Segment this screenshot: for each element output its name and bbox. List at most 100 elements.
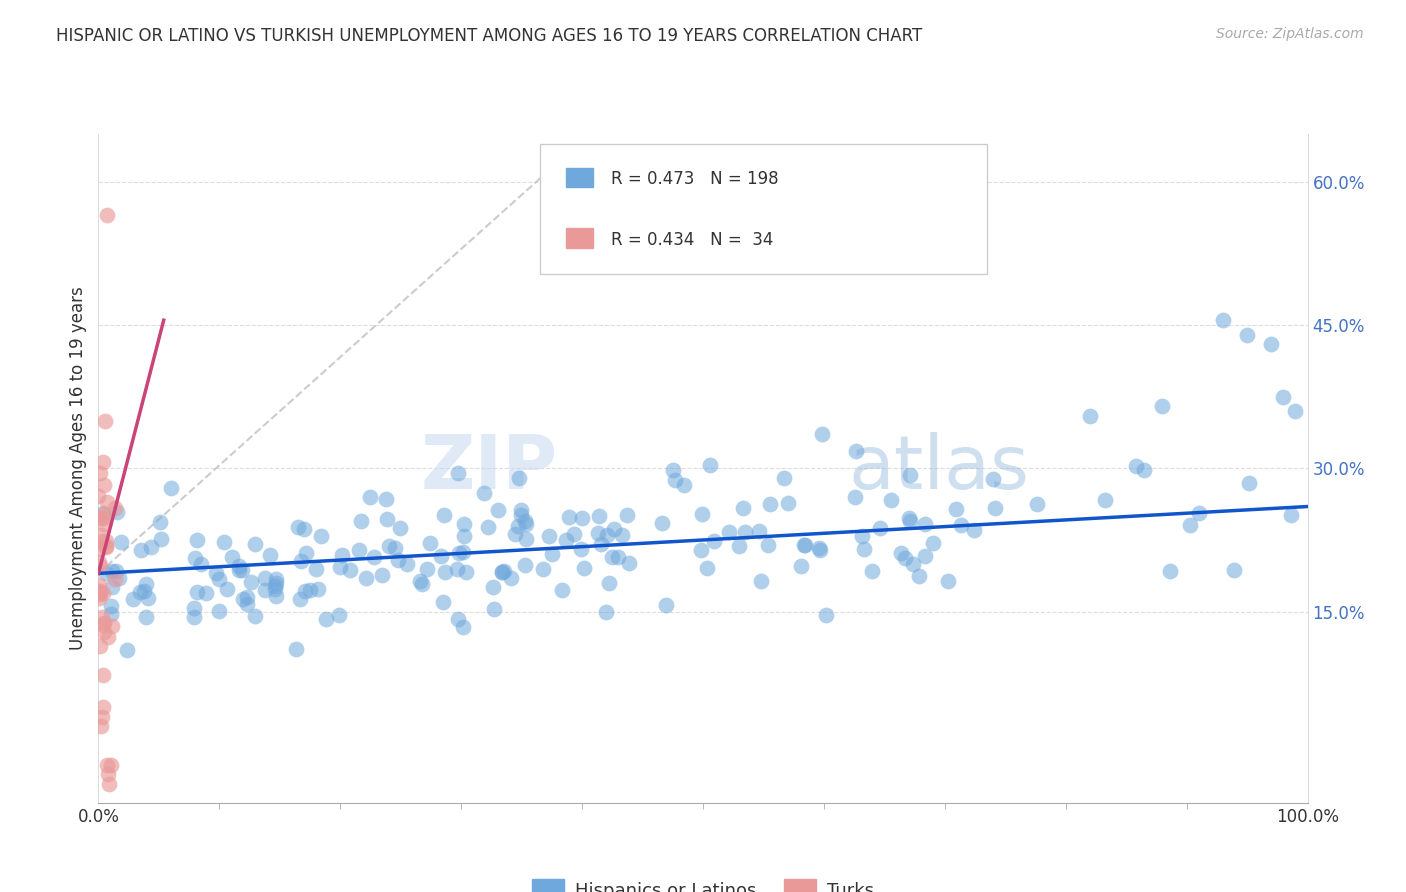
- Point: [332, 548, 354, 562]
- Point: [555, 533, 578, 547]
- Point: [607, 550, 630, 565]
- Point: [374, 492, 396, 507]
- Point: [215, 582, 238, 596]
- Point: [451, 620, 474, 634]
- Point: [96, 757, 118, 772]
- Point: [228, 563, 250, 577]
- Text: R = 0.473   N = 198: R = 0.473 N = 198: [612, 170, 779, 188]
- Point: [773, 471, 796, 485]
- Point: [595, 605, 617, 619]
- Point: [898, 468, 921, 483]
- Point: [384, 541, 406, 555]
- Point: [447, 467, 470, 481]
- Point: [808, 543, 831, 558]
- Point: [718, 524, 741, 539]
- Point: [571, 510, 593, 524]
- Point: [129, 543, 152, 558]
- Point: [731, 500, 754, 515]
- Point: [949, 518, 972, 533]
- Point: [194, 586, 217, 600]
- Point: [1284, 404, 1306, 418]
- Point: [1094, 493, 1116, 508]
- Point: [136, 591, 159, 606]
- Point: [139, 541, 162, 555]
- Point: [451, 545, 474, 559]
- Text: Source: ZipAtlas.com: Source: ZipAtlas.com: [1216, 27, 1364, 41]
- Point: [603, 522, 626, 536]
- Point: [1125, 458, 1147, 473]
- Point: [135, 576, 157, 591]
- Point: [845, 444, 868, 458]
- Point: [100, 619, 122, 633]
- Point: [93, 516, 115, 531]
- Point: [107, 571, 129, 585]
- Point: [921, 535, 943, 549]
- Point: [415, 562, 437, 576]
- Point: [411, 577, 433, 591]
- Point: [370, 568, 392, 582]
- Point: [1212, 313, 1234, 327]
- Point: [499, 572, 522, 586]
- Point: [89, 555, 111, 569]
- Point: [756, 538, 779, 552]
- Point: [94, 414, 117, 428]
- Point: [482, 580, 505, 594]
- Point: [447, 546, 470, 560]
- Point: [1152, 399, 1174, 413]
- Point: [253, 571, 276, 585]
- Point: [93, 624, 115, 639]
- Point: [869, 521, 891, 535]
- Point: [93, 615, 115, 630]
- Point: [298, 583, 321, 598]
- Point: [510, 503, 533, 517]
- Point: [190, 557, 212, 571]
- Point: [183, 610, 205, 624]
- Point: [492, 564, 515, 578]
- Point: [433, 565, 456, 579]
- Point: [538, 529, 561, 543]
- Point: [149, 515, 172, 529]
- Point: [239, 574, 262, 589]
- Point: [87, 591, 110, 606]
- Point: [232, 592, 254, 607]
- Point: [328, 608, 350, 623]
- Point: [221, 550, 243, 565]
- Point: [100, 564, 122, 578]
- Point: [482, 601, 505, 615]
- Point: [315, 612, 337, 626]
- Point: [90, 610, 112, 624]
- Point: [97, 630, 120, 644]
- Point: [572, 561, 595, 575]
- Point: [596, 528, 619, 542]
- Point: [264, 579, 287, 593]
- Point: [186, 533, 208, 548]
- Point: [793, 538, 815, 552]
- Point: [569, 541, 592, 556]
- Point: [703, 534, 725, 549]
- Point: [205, 566, 228, 581]
- Point: [91, 618, 114, 632]
- Point: [531, 562, 554, 576]
- Point: [1133, 463, 1156, 477]
- Point: [550, 582, 572, 597]
- Legend: Hispanics or Latinos, Turks: Hispanics or Latinos, Turks: [524, 872, 882, 892]
- Point: [453, 529, 475, 543]
- Point: [901, 557, 924, 571]
- Point: [690, 507, 713, 521]
- Point: [389, 521, 412, 535]
- Point: [89, 559, 111, 574]
- Point: [908, 569, 931, 583]
- Point: [586, 525, 609, 540]
- Point: [616, 508, 638, 522]
- Point: [129, 585, 152, 599]
- Point: [898, 514, 921, 528]
- Point: [508, 471, 530, 485]
- Point: [1188, 506, 1211, 520]
- Point: [914, 549, 936, 564]
- Point: [290, 554, 312, 568]
- Point: [294, 546, 316, 560]
- Point: [264, 589, 287, 603]
- Point: [91, 700, 114, 714]
- Point: [672, 477, 695, 491]
- Point: [96, 534, 118, 549]
